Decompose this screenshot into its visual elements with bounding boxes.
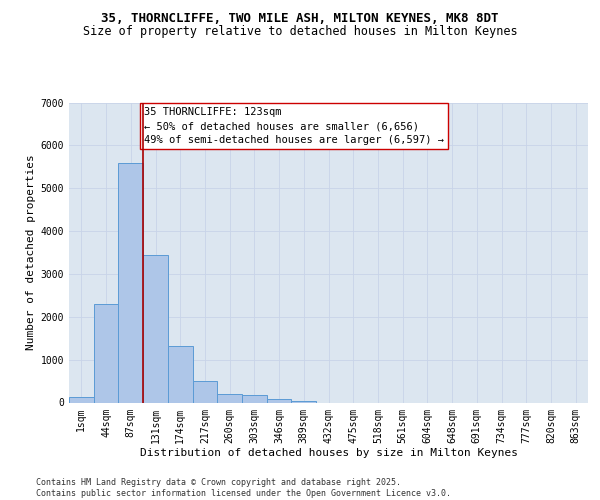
Bar bbox=[292, 401, 316, 402]
Bar bbox=[242, 395, 267, 402]
Text: 35 THORNCLIFFE: 123sqm
← 50% of detached houses are smaller (6,656)
49% of semi-: 35 THORNCLIFFE: 123sqm ← 50% of detached… bbox=[144, 107, 444, 145]
Y-axis label: Number of detached properties: Number of detached properties bbox=[26, 154, 37, 350]
Bar bbox=[118, 162, 143, 402]
Bar bbox=[267, 399, 292, 402]
Bar bbox=[143, 254, 168, 402]
Bar bbox=[168, 346, 193, 403]
Bar bbox=[217, 394, 242, 402]
Bar bbox=[94, 304, 118, 402]
X-axis label: Distribution of detached houses by size in Milton Keynes: Distribution of detached houses by size … bbox=[139, 448, 517, 458]
Text: Size of property relative to detached houses in Milton Keynes: Size of property relative to detached ho… bbox=[83, 25, 517, 38]
Text: 35, THORNCLIFFE, TWO MILE ASH, MILTON KEYNES, MK8 8DT: 35, THORNCLIFFE, TWO MILE ASH, MILTON KE… bbox=[101, 12, 499, 26]
Bar bbox=[193, 380, 217, 402]
Text: Contains HM Land Registry data © Crown copyright and database right 2025.
Contai: Contains HM Land Registry data © Crown c… bbox=[36, 478, 451, 498]
Bar bbox=[69, 397, 94, 402]
